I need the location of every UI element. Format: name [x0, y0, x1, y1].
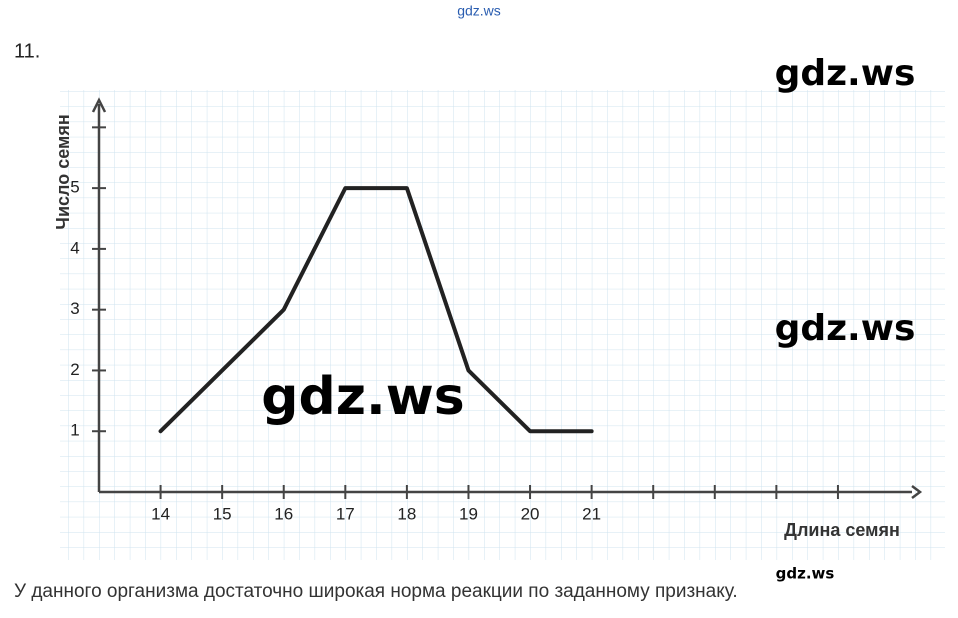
x-tick-label: 14 [151, 504, 170, 523]
y-tick-label: 1 [70, 421, 79, 440]
y-tick-label: 4 [70, 238, 79, 257]
axes [91, 97, 923, 499]
y-tick-label: 3 [70, 299, 79, 318]
x-tick-label: 16 [274, 504, 293, 523]
watermark: gdz.ws [775, 308, 916, 349]
y-axis-label: Число семян [53, 114, 73, 229]
y-tick-label: 2 [70, 360, 79, 379]
watermark: gdz.ws [261, 367, 464, 427]
task-number: 11. [14, 40, 40, 62]
x-tick-label: 18 [397, 504, 416, 523]
watermark: gdz.ws [776, 565, 835, 583]
y-tick-label: 5 [70, 178, 79, 197]
grid-paper [60, 90, 945, 560]
x-axis-label: Длина семян [784, 520, 900, 540]
caption: У данного организма достаточно широкая н… [14, 581, 738, 602]
x-tick-label: 15 [213, 504, 232, 523]
x-tick-label: 19 [459, 504, 478, 523]
watermark: gdz.ws [775, 53, 916, 94]
x-tick-label: 20 [521, 504, 540, 523]
x-tick-label: 17 [336, 504, 355, 523]
source: gdz.ws [457, 3, 501, 19]
data-line [158, 186, 594, 434]
x-tick-label: 21 [582, 504, 601, 523]
